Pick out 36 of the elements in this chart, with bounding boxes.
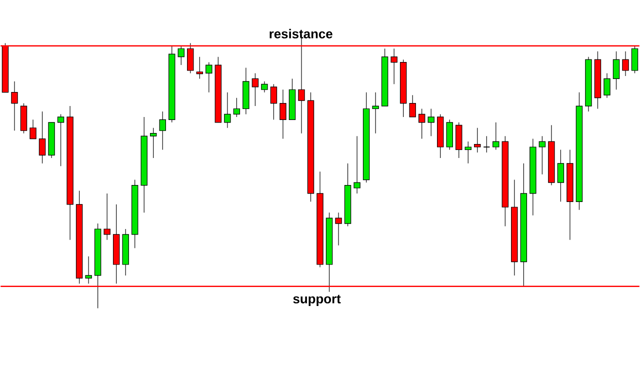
- candlestick: [557, 149, 564, 202]
- candlestick: [196, 56, 204, 79]
- candlestick: [224, 92, 231, 128]
- candlestick: [261, 80, 268, 93]
- candlestick: [30, 119, 36, 139]
- candlestick: [11, 80, 18, 131]
- candlestick: [233, 97, 240, 118]
- candlestick: [104, 193, 110, 240]
- candlestick: [409, 94, 416, 118]
- candlestick: [492, 122, 500, 150]
- candlestick: [390, 48, 398, 84]
- candlestick: [57, 114, 64, 166]
- candlestick: [538, 136, 546, 174]
- candlestick: [85, 256, 92, 284]
- candlestick: [354, 136, 360, 194]
- candlestick: [631, 45, 638, 74]
- candlestick: [280, 89, 286, 139]
- candlestick: [178, 45, 184, 66]
- candlestick: [270, 84, 278, 120]
- candlestick: [483, 136, 490, 153]
- candlestick: [428, 108, 434, 136]
- candlestick: [622, 50, 629, 76]
- candlestick: [335, 212, 342, 246]
- candlestick: [372, 92, 379, 134]
- candlestick: [38, 111, 46, 164]
- candlestick: [464, 141, 472, 164]
- ref-line-label: resistance: [270, 28, 332, 38]
- candlestick: [150, 127, 157, 158]
- candlestick: [418, 108, 426, 139]
- candlestick: [206, 62, 212, 93]
- candlestick: [252, 72, 259, 106]
- ref-line-label: support: [293, 294, 341, 306]
- candlestick: [159, 111, 166, 150]
- candlestick: [474, 127, 481, 153]
- candlestick: [612, 50, 620, 90]
- candlestick: [604, 72, 610, 98]
